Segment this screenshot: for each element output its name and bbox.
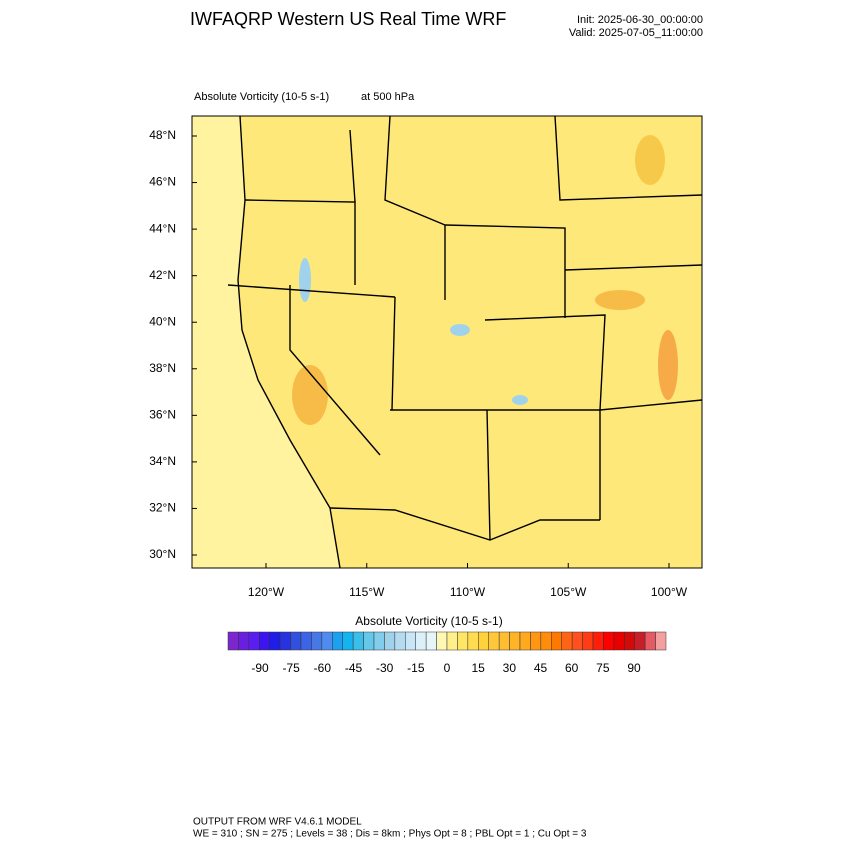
colorbar-label: -15: [407, 661, 425, 675]
colorbar-swatch: [279, 631, 291, 651]
vorticity-min: [299, 258, 311, 302]
lat-label: 30°N: [149, 547, 176, 561]
colorbar-label: 30: [503, 661, 517, 675]
vorticity-max: [635, 135, 665, 185]
colorbar-swatch: [582, 631, 594, 651]
colorbar-swatch: [509, 631, 521, 651]
colorbar-swatch: [300, 631, 312, 651]
colorbar-swatch: [603, 631, 615, 651]
lat-label: 48°N: [149, 128, 176, 142]
colorbar-swatch: [634, 631, 646, 651]
colorbar-swatch: [352, 631, 364, 651]
colorbar-label: -90: [251, 661, 269, 675]
ocean-field: [192, 116, 340, 568]
colorbar-swatch: [227, 631, 239, 651]
colorbar-label: 45: [534, 661, 548, 675]
colorbar-swatch: [467, 631, 479, 651]
colorbar-label: -60: [314, 661, 332, 675]
lon-label: 115°W: [349, 585, 385, 599]
field-label: Absolute Vorticity (10-5 s-1): [194, 91, 329, 103]
colorbar-swatch: [530, 631, 542, 651]
lat-label: 36°N: [149, 408, 176, 422]
map: [191, 115, 703, 569]
colorbar-label: -75: [282, 661, 300, 675]
footer-line: WE = 310 ; SN = 275 ; Levels = 38 ; Dis …: [193, 829, 587, 840]
colorbar-swatch: [321, 631, 333, 651]
colorbar-swatch: [540, 631, 552, 651]
colorbar-swatch: [478, 631, 489, 651]
colorbar-swatch: [624, 631, 635, 651]
colorbar-label: -30: [376, 661, 394, 675]
colorbar: -90 -75 -60 -45 -30 -15 0 15 30 45 60 75 90: [227, 631, 667, 675]
colorbar-swatch: [446, 631, 458, 651]
colorbar-swatch: [571, 631, 583, 651]
lat-label: 42°N: [149, 268, 176, 282]
lat-label: 46°N: [149, 175, 176, 189]
title: IWFAQRP Western US Real Time WRF: [190, 9, 506, 29]
colorbar-swatch: [269, 631, 281, 651]
footer-line: OUTPUT FROM WRF V4.6.1 MODEL: [193, 817, 362, 828]
colorbar-swatch: [498, 631, 510, 651]
colorbar-swatch: [436, 631, 448, 651]
colorbar-label: 90: [627, 661, 641, 675]
colorbar-swatch: [363, 631, 375, 651]
colorbar-swatch: [373, 631, 385, 651]
vorticity-max: [595, 290, 645, 310]
lat-label: 44°N: [149, 221, 176, 235]
colorbar-swatch: [644, 631, 656, 651]
lat-label: 38°N: [149, 361, 176, 375]
lat-label: 34°N: [149, 454, 176, 468]
colorbar-label: 60: [565, 661, 579, 675]
colorbar-swatch: [457, 631, 469, 651]
colorbar-swatch: [613, 631, 625, 651]
colorbar-swatch: [415, 631, 427, 651]
colorbar-label: 75: [596, 661, 610, 675]
state-borders: [227, 115, 703, 569]
valid-time: Valid: 2025-07-05_11:00:00: [569, 27, 703, 39]
colorbar-swatch: [238, 631, 250, 651]
vorticity-max: [658, 330, 678, 400]
colorbar-swatch: [384, 631, 396, 651]
colorbar-title: Absolute Vorticity (10-5 s-1): [355, 614, 502, 628]
colorbar-label: 0: [444, 661, 451, 675]
colorbar-swatch: [394, 631, 406, 651]
lon-label: 105°W: [550, 585, 587, 599]
colorbar-swatch: [332, 631, 343, 651]
lon-label: 110°W: [450, 585, 486, 599]
level-label: at 500 hPa: [361, 91, 415, 103]
colorbar-label: 15: [471, 661, 485, 675]
vorticity-min: [450, 324, 470, 336]
lon-label: 100°W: [651, 585, 688, 599]
map-frame: [191, 115, 703, 569]
colorbar-swatch: [488, 631, 500, 651]
vorticity-max: [292, 365, 328, 425]
colorbar-swatch: [259, 631, 270, 651]
lat-label: 40°N: [149, 314, 176, 328]
colorbar-swatch: [561, 631, 573, 651]
colorbar-swatch: [655, 631, 667, 651]
colorbar-swatch: [592, 631, 604, 651]
vorticity-min: [512, 395, 528, 405]
colorbar-label: -45: [345, 661, 363, 675]
colorbar-swatch: [342, 631, 354, 651]
lat-label: 32°N: [149, 501, 176, 515]
init-time: Init: 2025-06-30_00:00:00: [577, 14, 703, 26]
colorbar-swatch: [311, 631, 323, 651]
lon-label: 120°W: [248, 585, 285, 599]
colorbar-swatch: [551, 631, 562, 651]
colorbar-swatch: [290, 631, 302, 651]
colorbar-swatch: [519, 631, 531, 651]
colorbar-swatch: [248, 631, 260, 651]
colorbar-swatch: [425, 631, 437, 651]
colorbar-swatch: [405, 631, 416, 651]
